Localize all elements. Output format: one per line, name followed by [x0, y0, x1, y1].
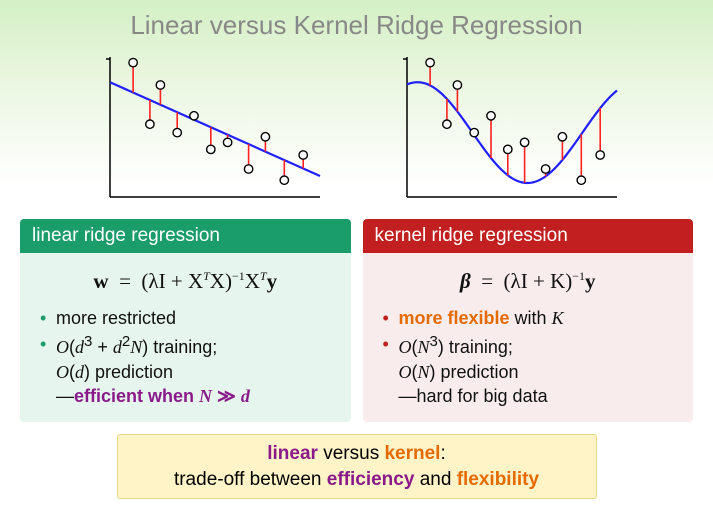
linear-panel-header: linear ridge regression — [20, 219, 351, 253]
kernel-panel-body: β = (λI + K)−1y more flexible with KO(N3… — [363, 253, 694, 422]
kernel-panel-header: kernel ridge regression — [363, 219, 694, 253]
linear-panel: linear ridge regression w = (λI + XTX)−1… — [20, 219, 351, 422]
summary-box: linear versus kernel:trade-off between e… — [117, 434, 597, 499]
panels-row: linear ridge regression w = (λI + XTX)−1… — [20, 219, 693, 422]
page-title: Linear versus Kernel Ridge Regression — [0, 0, 713, 41]
charts-row — [60, 51, 653, 211]
kernel-panel: kernel ridge regression β = (λI + K)−1y … — [363, 219, 694, 422]
kernel-chart — [385, 51, 625, 211]
list-item: more restricted — [40, 306, 335, 330]
kernel-bullets: more flexible with KO(N3) training;O(N) … — [379, 306, 678, 408]
list-item: O(d3 + d2N) training;O(d) prediction—eff… — [40, 332, 335, 408]
kernel-formula: β = (λI + K)−1y — [379, 269, 678, 294]
linear-formula: w = (λI + XTX)−1XTy — [36, 269, 335, 294]
list-item: O(N3) training;O(N) prediction—hard for … — [383, 332, 678, 408]
linear-bullets: more restrictedO(d3 + d2N) training;O(d)… — [36, 306, 335, 408]
list-item: more flexible with K — [383, 306, 678, 330]
linear-panel-body: w = (λI + XTX)−1XTy more restrictedO(d3 … — [20, 253, 351, 422]
linear-chart — [88, 51, 328, 211]
